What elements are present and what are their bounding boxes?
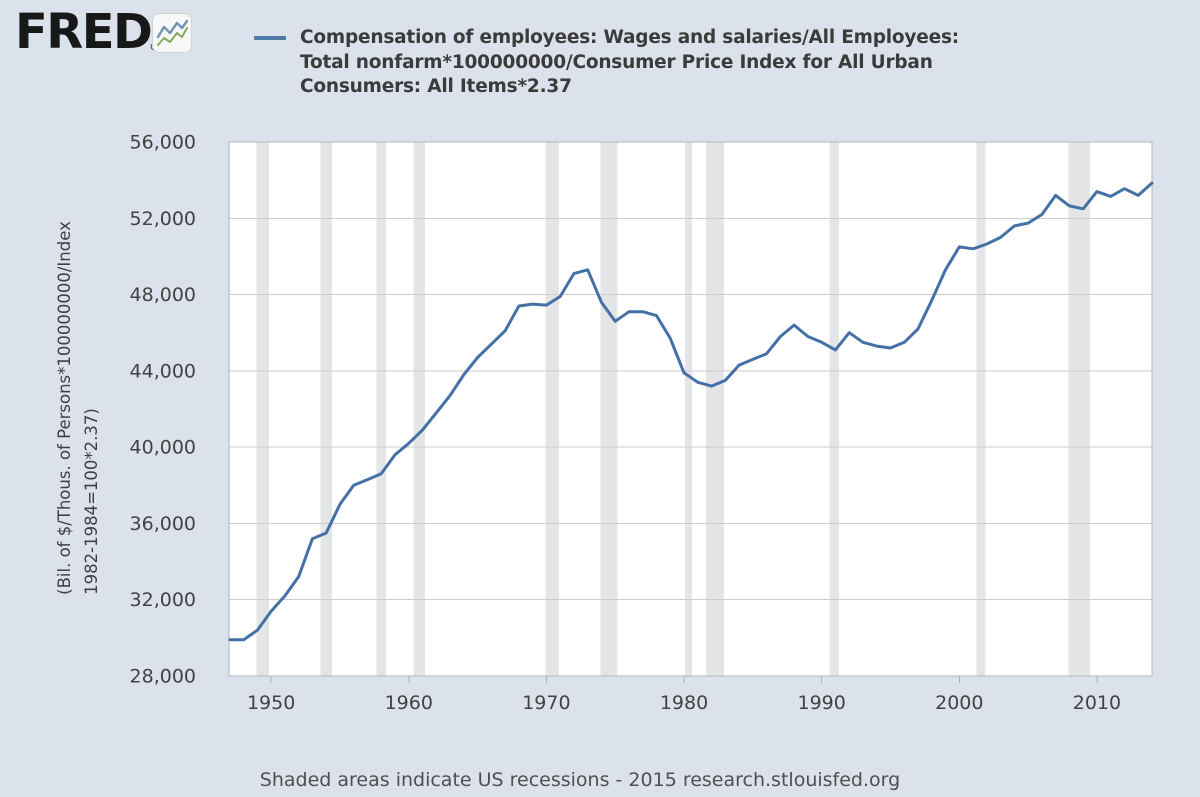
series-line <box>228 181 1154 642</box>
x-tick-label: 2010 <box>1073 692 1121 714</box>
recession-band <box>413 142 425 676</box>
legend-line-swatch <box>254 36 286 40</box>
recession-band <box>256 142 269 676</box>
y-tick-label: 28,000 <box>130 666 196 688</box>
y-tick-label: 56,000 <box>130 132 196 154</box>
recession-band <box>829 142 839 676</box>
recession-band <box>1068 142 1091 676</box>
x-tick-label: 1980 <box>660 692 708 714</box>
recession-band <box>600 142 618 676</box>
y-tick-label: 48,000 <box>130 284 196 306</box>
x-tick-label: 1990 <box>797 692 845 714</box>
recession-band <box>545 142 560 676</box>
line-chart-icon <box>152 13 192 53</box>
series-title: Compensation of employees: Wages and sal… <box>300 27 959 97</box>
y-tick-label: 52,000 <box>130 208 196 230</box>
footer-note: Shaded areas indicate US recessions - 20… <box>259 769 901 791</box>
recession-band <box>376 142 386 676</box>
y-axis-label: (Bil. of $/Thous. of Persons*100000000/I… <box>55 221 101 595</box>
y-tick-label: 40,000 <box>130 437 196 459</box>
x-tick-label: 1960 <box>385 692 433 714</box>
y-tick-label: 32,000 <box>130 589 196 611</box>
x-tick-label: 1950 <box>247 692 295 714</box>
fred-logo-text: FRED <box>15 4 153 60</box>
recession-band <box>320 142 332 676</box>
fred-logo: FRED® <box>15 8 160 70</box>
y-tick-label: 44,000 <box>130 360 196 382</box>
x-tick-label: 1970 <box>522 692 570 714</box>
plot-border <box>228 141 1153 677</box>
y-tick-label: 36,000 <box>130 513 196 535</box>
recession-band <box>685 142 693 676</box>
recession-band <box>705 142 725 676</box>
x-tick-label: 2000 <box>935 692 983 714</box>
recession-band <box>976 142 986 676</box>
